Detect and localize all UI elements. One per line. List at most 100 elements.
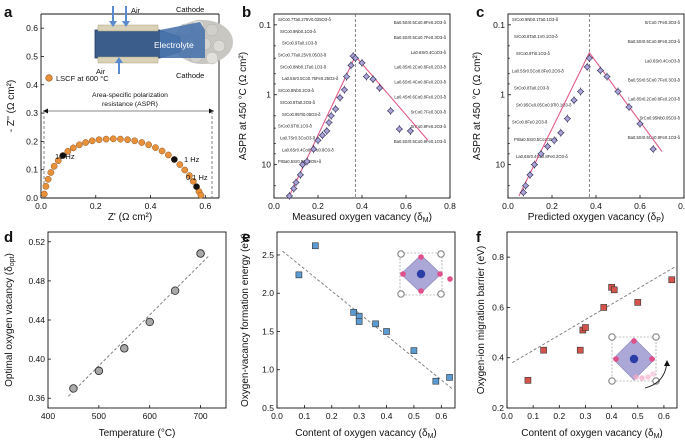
b-compound-label: La0.5Sr0.5Co0.75Fe0.25O3-δ xyxy=(282,76,339,81)
b-data-point xyxy=(325,119,333,126)
c-data-point xyxy=(596,67,604,74)
freq-marker xyxy=(193,183,200,190)
e-ytick-label: 1.0 xyxy=(262,365,274,375)
a-ytick-label: 0.5 xyxy=(26,51,38,61)
nyquist-point xyxy=(50,162,58,170)
c-data-point xyxy=(557,129,565,137)
d-fit-line xyxy=(68,256,209,397)
panel-letter-f: f xyxy=(476,229,482,246)
b-compound-label: SrCo0.7Ta0.25V0.05O3-δ xyxy=(278,53,327,58)
b-data-point xyxy=(340,86,348,94)
nyquist-point xyxy=(109,135,117,143)
freq-label-01hz: 0.1 Hz xyxy=(186,173,208,182)
c-compound-label: SrCo0.8Fe0.2O3-δ xyxy=(512,120,548,125)
nyquist-points xyxy=(40,135,205,199)
freq-marker xyxy=(171,156,178,163)
panel-letter-d: d xyxy=(4,229,13,246)
ylabel-d: Optimal oxygen vacancy (δopt) xyxy=(4,253,16,387)
e-xtick-label: 0.3 xyxy=(353,411,365,421)
a-ytick-label: 0.1 xyxy=(26,165,38,175)
c-compound-label: Sr0.95Ce0.05Co0.9Ti0.1O3-δ xyxy=(516,103,572,108)
nyquist-point xyxy=(64,147,72,155)
c-compound-label: Ba0.5Sr0.5Co0.9Fe0.1O3-δ xyxy=(628,135,681,140)
b-compound-label: PrBa0.5Sr0.5Co2O5+δ xyxy=(278,159,322,164)
f-data-point xyxy=(668,276,676,284)
f-xtick-label: 0.6 xyxy=(658,411,670,421)
nyquist-point xyxy=(186,172,193,179)
b-compound-label: SrCo0.8Ta0.2O3-δ xyxy=(280,100,316,105)
f-data-point xyxy=(540,346,547,354)
crystal-inset-e xyxy=(397,250,453,298)
xlabel-c: Predicted oxygen vacancy (δP) xyxy=(528,212,664,224)
ticks-f: 0.0 0.1 0.2 0.3 0.4 0.5 0.6 0.2 0.4 0.6 0.8 xyxy=(492,252,670,421)
b-data-point xyxy=(290,185,298,193)
plot-e xyxy=(282,242,453,390)
e-data-point xyxy=(372,320,379,328)
a-xtick-label: 0.6 xyxy=(199,201,211,211)
ylabel-b: ASPR at 450 °C (Ω cm²) xyxy=(238,52,249,160)
f-data-point xyxy=(524,377,532,384)
nyquist-point xyxy=(42,183,50,190)
plot-b xyxy=(285,14,429,200)
asr-text-line1: Area-specific polarization xyxy=(92,92,168,99)
nyquist-point xyxy=(145,141,152,149)
b-data-point xyxy=(303,158,311,165)
e-xtick-label: 0.4 xyxy=(381,411,393,421)
cell-schematic: Air Air Cathode Cathode Electrolyte xyxy=(94,5,233,80)
d-data-point xyxy=(170,286,180,295)
frame-e xyxy=(276,231,456,409)
b-xtick-label: 0.2 xyxy=(312,201,324,211)
e-data-point xyxy=(410,347,418,354)
d-ytick-label: 0.40 xyxy=(28,354,45,364)
frame-f xyxy=(506,231,678,409)
nyquist-point xyxy=(181,166,189,174)
plot-d xyxy=(68,249,209,397)
e-xtick-label: 0.0 xyxy=(271,411,283,421)
panel-letter-a: a xyxy=(4,4,13,21)
f-ytick-label: 0.8 xyxy=(492,252,504,262)
b-ytick-label: 1 xyxy=(266,90,271,100)
c-compound-label: Ba0.5Sr0.5Co0.8Fe0.2O3-δ xyxy=(628,39,681,44)
f-ytick-label: 0.6 xyxy=(492,302,504,312)
b-compound-label: SrCo0.8Nb0.2O3-δ xyxy=(278,88,315,93)
nyquist-point xyxy=(117,135,124,143)
nyquist-point xyxy=(75,141,83,149)
e-ytick-label: 1.5 xyxy=(262,326,274,336)
schematic-cathode-top: Cathode xyxy=(176,5,204,14)
c-data-point xyxy=(636,120,644,128)
c-data-point xyxy=(649,145,657,153)
nyquist-point xyxy=(69,144,77,152)
b-data-point xyxy=(285,192,293,200)
b-data-point xyxy=(296,171,304,179)
a-ytick-label: 0.6 xyxy=(26,23,38,33)
panel-letter-e: e xyxy=(242,229,250,246)
d-xtick-label: 600 xyxy=(143,411,157,421)
e-data-point xyxy=(295,271,303,279)
c-compound-label: SrCo0.8Ta0.2O3-δ xyxy=(514,85,550,90)
b-compound-label: SrCo0.9Ti0.1O3-δ xyxy=(278,124,312,129)
b-compound-label: La0.8Sr0.2Co0.8Fe0.2O3-δ xyxy=(394,65,446,70)
compound-labels-b: SrCo0.7Ta0.275V0.025O3-δ SrCo0.9Nb0.1O3-δ… xyxy=(278,17,447,164)
b-xtick-label: 0.4 xyxy=(356,201,368,211)
freq-label-10hz: 10 Hz xyxy=(55,152,75,161)
c-data-point xyxy=(522,182,530,190)
nyquist-point xyxy=(131,137,139,145)
freq-label-1hz: 1 Hz xyxy=(184,155,200,164)
f-xtick-label: 0.4 xyxy=(606,411,618,421)
c-compound-label: SrCo0.9Ti0.1O3-δ xyxy=(516,51,550,56)
panel-e: e 0.0 0.1 0.2 0.3 0.4 0.5 0.6 0.5 1.0 1.5 2.0 2.5 C… xyxy=(240,229,456,440)
c-xtick-label: 0.2 xyxy=(546,201,558,211)
b-compound-label: SrCo0.95Ti0.05O3-δ xyxy=(282,112,321,117)
c-data-point xyxy=(550,136,558,144)
asr-text-line2: resistance (ASPR) xyxy=(102,101,158,108)
d-data-point xyxy=(145,317,154,327)
f-ytick-label: 0.2 xyxy=(492,403,504,413)
nyquist-point xyxy=(158,147,166,155)
xlabel-a: Z' (Ω cm²) xyxy=(108,212,152,223)
panel-b: b 0.0 0.2 0.4 0.6 0.8 0.1 1 10 Measured oxygen … xyxy=(238,4,456,224)
f-data-point xyxy=(582,324,589,331)
e-data-point xyxy=(355,318,363,325)
f-data-point xyxy=(576,346,584,354)
b-data-point xyxy=(369,75,377,83)
f-xtick-label: 0.0 xyxy=(501,411,513,421)
